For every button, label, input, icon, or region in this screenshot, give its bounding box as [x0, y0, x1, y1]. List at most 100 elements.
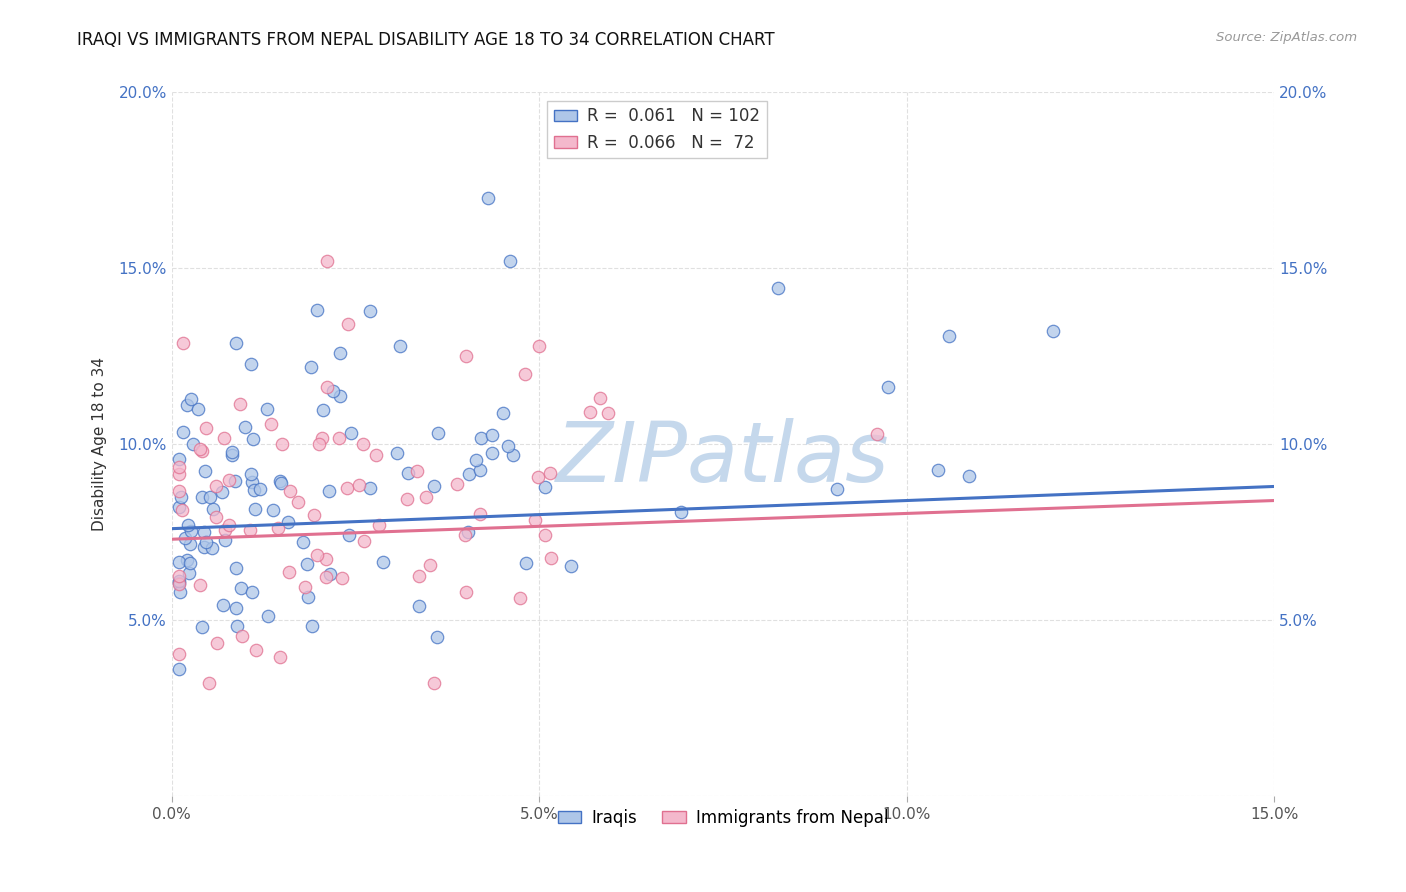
Point — [240, 475, 263, 490]
Point — [249, 482, 271, 496]
Point — [496, 440, 519, 454]
Point — [188, 442, 211, 457]
Point — [224, 474, 246, 488]
Point — [211, 484, 233, 499]
Point — [468, 463, 491, 477]
Point — [180, 392, 202, 406]
Point — [205, 510, 228, 524]
Point — [193, 541, 215, 555]
Point — [322, 384, 344, 399]
Point — [195, 420, 218, 434]
Point — [299, 359, 322, 374]
Point — [245, 643, 267, 657]
Point — [179, 537, 201, 551]
Point — [359, 303, 381, 318]
Point — [337, 528, 360, 542]
Point — [225, 560, 247, 574]
Point — [240, 585, 263, 599]
Point — [318, 484, 340, 499]
Point — [212, 432, 235, 446]
Point — [214, 533, 236, 548]
Point — [297, 558, 319, 572]
Point — [269, 649, 291, 664]
Point — [330, 570, 353, 584]
Point — [347, 477, 370, 491]
Text: IRAQI VS IMMIGRANTS FROM NEPAL DISABILITY AGE 18 TO 34 CORRELATION CHART: IRAQI VS IMMIGRANTS FROM NEPAL DISABILIT… — [77, 31, 775, 49]
Point — [218, 517, 240, 532]
Point — [368, 517, 391, 532]
Point — [364, 448, 387, 462]
Point — [167, 483, 190, 498]
Point — [167, 467, 190, 482]
Point — [457, 524, 479, 539]
Point — [269, 474, 291, 488]
Point — [311, 431, 333, 445]
Point — [825, 482, 848, 496]
Point — [316, 254, 339, 268]
Point — [231, 629, 253, 643]
Point — [167, 574, 190, 589]
Point — [205, 479, 228, 493]
Point — [270, 475, 292, 490]
Point — [866, 426, 889, 441]
Point — [256, 402, 278, 417]
Point — [256, 609, 278, 624]
Point — [170, 502, 193, 516]
Point — [301, 619, 323, 633]
Point — [193, 524, 215, 539]
Point — [167, 452, 190, 467]
Point — [426, 631, 449, 645]
Point — [225, 335, 247, 350]
Point — [481, 446, 503, 460]
Point — [423, 479, 446, 493]
Point — [534, 480, 557, 494]
Point — [277, 515, 299, 529]
Point — [172, 425, 194, 439]
Point — [181, 436, 204, 450]
Point — [174, 531, 197, 545]
Point — [458, 467, 481, 482]
Point — [198, 676, 221, 690]
Point — [481, 428, 503, 442]
Point — [423, 675, 446, 690]
Point — [524, 513, 547, 527]
Point — [278, 565, 301, 579]
Point — [513, 367, 536, 381]
Point — [201, 541, 224, 556]
Point — [170, 490, 193, 504]
Point — [294, 580, 316, 594]
Point — [242, 432, 264, 446]
Point — [538, 467, 561, 481]
Point — [176, 552, 198, 566]
Point — [302, 508, 325, 522]
Point — [373, 555, 395, 569]
Point — [336, 317, 359, 331]
Point — [195, 534, 218, 549]
Point — [190, 444, 212, 458]
Point — [509, 591, 531, 605]
Point — [454, 527, 477, 541]
Point — [167, 577, 190, 591]
Point — [240, 467, 263, 481]
Point — [287, 495, 309, 509]
Point — [233, 419, 256, 434]
Point — [408, 569, 430, 583]
Point — [529, 339, 551, 353]
Point — [470, 430, 492, 444]
Point — [329, 389, 352, 403]
Point — [340, 425, 363, 440]
Point — [172, 335, 194, 350]
Point — [167, 647, 190, 661]
Point — [388, 339, 411, 353]
Point — [194, 465, 217, 479]
Point — [598, 406, 620, 420]
Point — [419, 558, 441, 572]
Point — [292, 534, 315, 549]
Y-axis label: Disability Age 18 to 34: Disability Age 18 to 34 — [93, 357, 107, 532]
Point — [243, 502, 266, 516]
Point — [408, 599, 430, 614]
Point — [260, 417, 283, 432]
Point — [229, 397, 252, 411]
Point — [262, 502, 284, 516]
Point — [167, 576, 190, 591]
